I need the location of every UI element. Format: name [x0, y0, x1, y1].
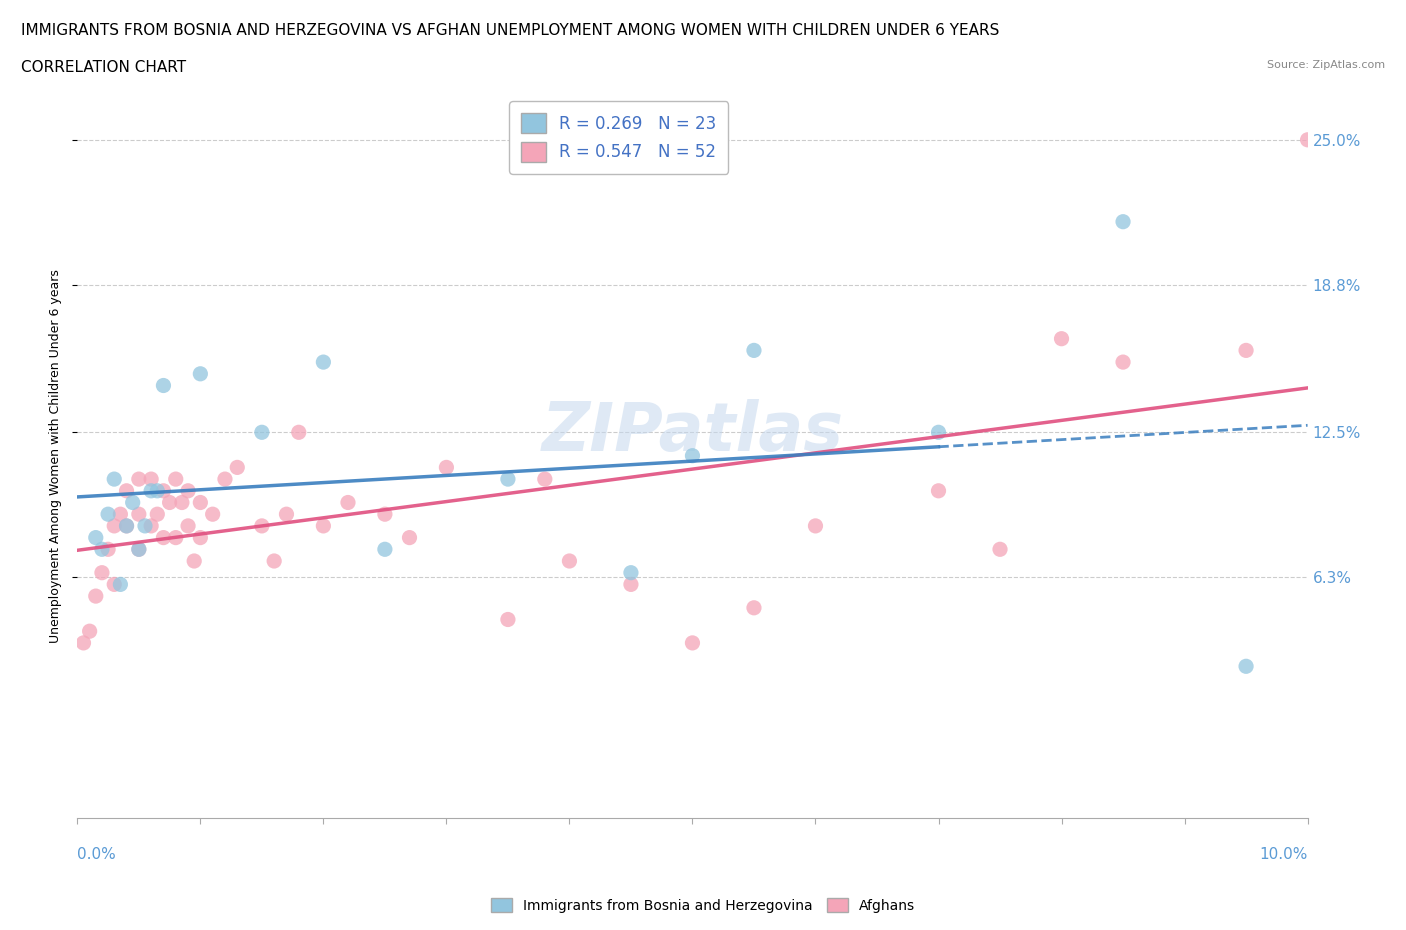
Text: ZIPatlas: ZIPatlas: [541, 399, 844, 465]
Text: IMMIGRANTS FROM BOSNIA AND HERZEGOVINA VS AFGHAN UNEMPLOYMENT AMONG WOMEN WITH C: IMMIGRANTS FROM BOSNIA AND HERZEGOVINA V…: [21, 23, 1000, 38]
Point: [1112, 214, 1135, 229]
Point: [146, 484, 169, 498]
Point: [177, 518, 200, 533]
Text: CORRELATION CHART: CORRELATION CHART: [21, 60, 186, 75]
Point: [312, 518, 335, 533]
Point: [97, 507, 120, 522]
Point: [288, 425, 311, 440]
Point: [115, 518, 138, 533]
Legend: R = 0.269   N = 23, R = 0.547   N = 52: R = 0.269 N = 23, R = 0.547 N = 52: [509, 101, 728, 174]
Point: [115, 518, 138, 533]
Point: [263, 553, 285, 568]
Point: [436, 460, 458, 475]
Point: [159, 495, 181, 510]
Text: 0.0%: 0.0%: [77, 847, 117, 862]
Point: [103, 577, 125, 591]
Point: [1112, 354, 1135, 369]
Point: [201, 507, 224, 522]
Point: [620, 565, 643, 580]
Point: [170, 495, 193, 510]
Point: [337, 495, 360, 510]
Point: [1050, 331, 1073, 346]
Point: [90, 565, 114, 580]
Point: [742, 601, 765, 616]
Point: [398, 530, 420, 545]
Point: [312, 354, 335, 369]
Point: [190, 530, 212, 545]
Point: [374, 507, 396, 522]
Text: 10.0%: 10.0%: [1260, 847, 1308, 862]
Point: [128, 542, 150, 557]
Point: [183, 553, 205, 568]
Point: [146, 507, 169, 522]
Point: [165, 472, 187, 486]
Point: [214, 472, 236, 486]
Point: [84, 530, 107, 545]
Point: [558, 553, 581, 568]
Point: [79, 624, 101, 639]
Point: [128, 542, 150, 557]
Point: [988, 542, 1011, 557]
Point: [1234, 343, 1257, 358]
Legend: Immigrants from Bosnia and Herzegovina, Afghans: Immigrants from Bosnia and Herzegovina, …: [485, 893, 921, 919]
Point: [190, 495, 212, 510]
Point: [928, 425, 950, 440]
Point: [141, 472, 163, 486]
Point: [496, 472, 519, 486]
Point: [110, 577, 132, 591]
Point: [128, 507, 150, 522]
Point: [190, 366, 212, 381]
Point: [90, 542, 114, 557]
Point: [84, 589, 107, 604]
Point: [226, 460, 249, 475]
Point: [103, 518, 125, 533]
Point: [250, 518, 273, 533]
Point: [72, 635, 94, 650]
Point: [682, 448, 704, 463]
Point: [152, 379, 174, 393]
Point: [103, 472, 125, 486]
Point: [110, 507, 132, 522]
Point: [121, 495, 143, 510]
Point: [620, 577, 643, 591]
Point: [141, 484, 163, 498]
Point: [141, 518, 163, 533]
Point: [374, 542, 396, 557]
Point: [682, 635, 704, 650]
Point: [134, 518, 156, 533]
Point: [115, 484, 138, 498]
Point: [496, 612, 519, 627]
Point: [177, 484, 200, 498]
Point: [1234, 658, 1257, 673]
Point: [152, 484, 174, 498]
Point: [276, 507, 298, 522]
Point: [742, 343, 765, 358]
Point: [97, 542, 120, 557]
Point: [250, 425, 273, 440]
Y-axis label: Unemployment Among Women with Children Under 6 years: Unemployment Among Women with Children U…: [49, 269, 62, 643]
Point: [534, 472, 557, 486]
Point: [928, 484, 950, 498]
Point: [1296, 132, 1319, 147]
Point: [165, 530, 187, 545]
Text: Source: ZipAtlas.com: Source: ZipAtlas.com: [1267, 60, 1385, 71]
Point: [152, 530, 174, 545]
Point: [804, 518, 827, 533]
Point: [128, 472, 150, 486]
